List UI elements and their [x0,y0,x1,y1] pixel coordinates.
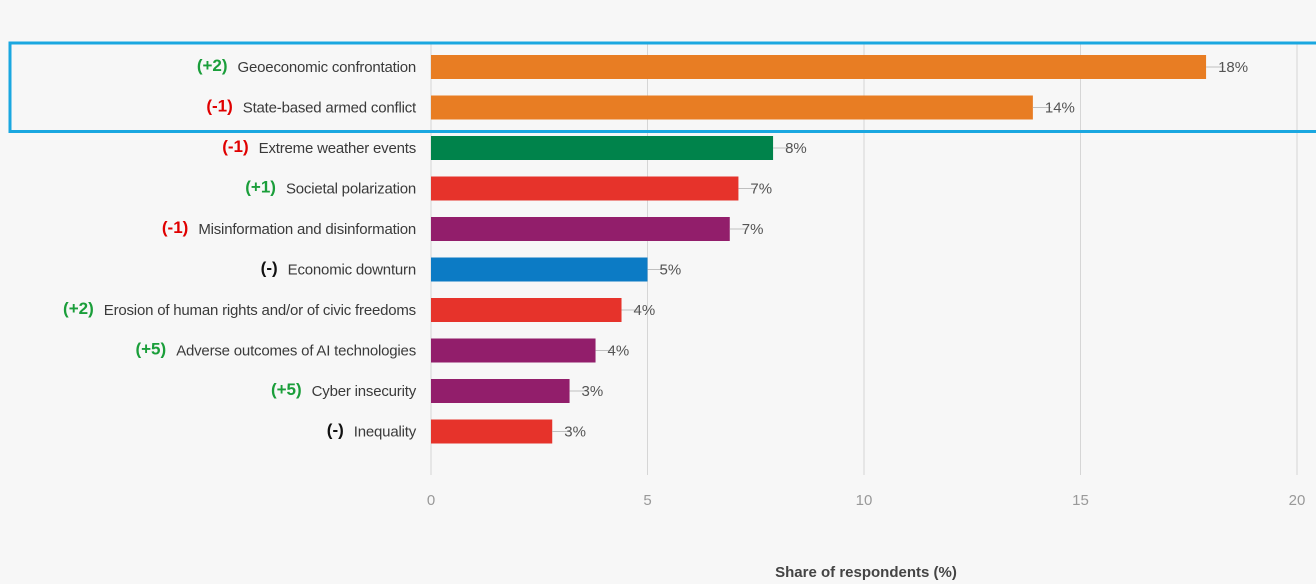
rank-change-label-0: (+2) [197,56,228,75]
bar-5 [431,257,648,282]
highlight-box [8,41,1316,133]
value-label-3: 7% [750,181,772,198]
value-label-8: 3% [582,383,604,400]
value-label-5: 5% [660,262,682,279]
category-label-8: Cyber insecurity [312,383,417,400]
category-label-9: Inequality [354,424,417,441]
rank-change-label-8: (+5) [271,380,302,399]
rank-change-label-6: (+2) [63,299,94,318]
x-tick-label-20: 20 [1289,492,1306,509]
value-label-4: 7% [742,221,764,238]
rank-change-label-4: (-1) [162,218,188,237]
category-label-5: Economic downturn [288,262,416,279]
rank-change-label-3: (+1) [245,178,276,197]
category-label-4: Misinformation and disinformation [198,221,416,238]
x-tick-label-0: 0 [427,492,435,509]
rank-change-label-1: (-1) [206,97,232,116]
x-axis: 0 5 10 15 20 [427,492,1306,509]
x-tick-label-5: 5 [643,492,651,509]
category-label-3: Societal polarization [286,181,416,198]
bar-0 [431,55,1207,79]
rank-change-label-7: (+5) [135,340,166,359]
bars-layer [431,55,1207,444]
category-label-1: State-based armed conflict [243,100,417,117]
rank-change-label-5: (-) [261,259,278,278]
value-label-1: 14% [1045,100,1075,117]
bar-6 [431,298,622,322]
bar-9 [431,419,553,444]
x-tick-label-10: 10 [856,492,873,509]
bar-3 [431,176,739,201]
category-label-6: Erosion of human rights and/or of civic … [104,302,416,319]
value-label-0: 18% [1218,59,1248,76]
bar-2 [431,136,774,160]
value-label-2: 8% [785,140,807,157]
x-tick-label-15: 15 [1072,492,1089,509]
rank-change-label-9: (-) [327,421,344,440]
bar-4 [431,217,730,241]
value-label-9: 3% [564,424,586,441]
category-label-0: Geoeconomic confrontation [238,59,416,76]
labels-layer: 18% Geoeconomic confrontation (+2) 14% State… [63,56,1248,441]
bar-1 [431,95,1033,120]
rank-change-label-2: (-1) [222,137,248,156]
bar-8 [431,379,570,403]
bar-7 [431,338,596,363]
category-label-7: Adverse outcomes of AI technologies [176,343,416,360]
category-label-2: Extreme weather events [259,140,416,157]
value-label-7: 4% [608,343,630,360]
x-axis-title: Share of respondents (%) [775,564,957,581]
value-label-6: 4% [634,302,656,319]
